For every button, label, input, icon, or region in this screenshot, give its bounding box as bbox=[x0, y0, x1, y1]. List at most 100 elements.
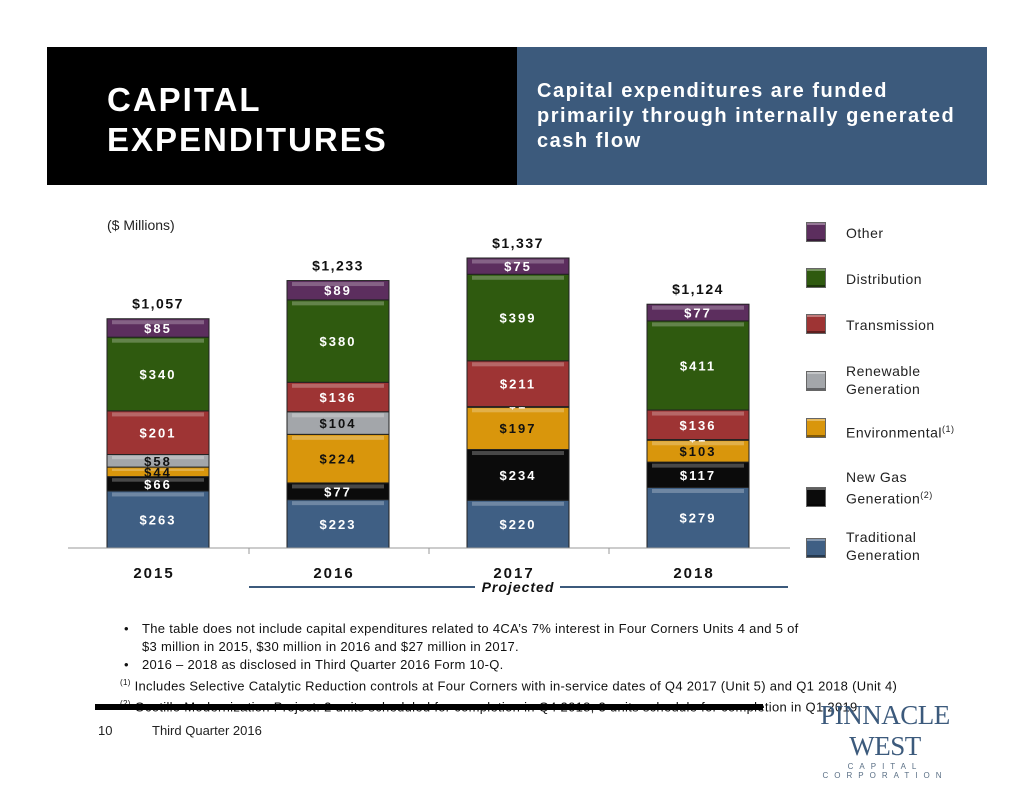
legend-item: Renewable Generation bbox=[806, 362, 1006, 408]
bar-segment-transmission bbox=[466, 360, 570, 408]
x-tick-label: 2018 bbox=[673, 565, 714, 582]
data-label: $340 bbox=[140, 367, 177, 382]
legend-item: Other bbox=[806, 222, 1006, 268]
data-label: $66 bbox=[144, 477, 172, 492]
bar-segment-transmission bbox=[646, 409, 750, 441]
bar-segment-highlight bbox=[292, 435, 384, 440]
page-number: 10 bbox=[98, 723, 113, 738]
bar-segment-highlight bbox=[292, 484, 384, 489]
bar-segment-distribution bbox=[286, 299, 390, 383]
data-label: $224 bbox=[320, 452, 357, 467]
bar-segment-highlight bbox=[112, 478, 204, 482]
x-tick-label: 2016 bbox=[313, 565, 354, 582]
footer-divider bbox=[95, 704, 763, 710]
bar-segment-distribution bbox=[106, 336, 210, 412]
units-label: ($ Millions) bbox=[107, 217, 175, 233]
total-label: $1,057 bbox=[132, 296, 184, 312]
page-subtitle: Capital expenditures are funded primaril… bbox=[537, 80, 956, 152]
total-label: $1,337 bbox=[492, 235, 544, 251]
bar-segment-highlight bbox=[652, 441, 744, 446]
data-label: $234 bbox=[500, 468, 537, 483]
bar-segment-highlight bbox=[472, 501, 564, 506]
bar-segment-highlight bbox=[112, 338, 204, 343]
bar-segment-highlight bbox=[292, 413, 384, 418]
footnotes: The table does not include capital expen… bbox=[120, 620, 899, 717]
data-label: $380 bbox=[320, 334, 357, 349]
bar-segment-highlight bbox=[112, 492, 204, 497]
bar-segment-highlight bbox=[112, 320, 204, 325]
bar-segment-other bbox=[646, 303, 750, 322]
data-label: $263 bbox=[140, 512, 177, 527]
footer-period: Third Quarter 2016 bbox=[152, 723, 262, 738]
page-title: CAPITAL EXPENDITURES bbox=[107, 81, 388, 158]
data-label: $211 bbox=[500, 377, 536, 392]
bar-segment-environmental bbox=[466, 406, 570, 451]
bar-segment-highlight bbox=[652, 322, 744, 327]
bar-segment-distribution bbox=[466, 273, 570, 362]
bar-segment-highlight bbox=[112, 412, 204, 417]
legend-label: Distribution bbox=[846, 271, 923, 287]
legend-swatch bbox=[806, 487, 826, 507]
data-label: $89 bbox=[324, 283, 352, 298]
total-label: $1,124 bbox=[672, 281, 724, 297]
bar-segment-other bbox=[286, 280, 390, 301]
data-label: $399 bbox=[500, 311, 537, 326]
data-label: $279 bbox=[680, 511, 717, 526]
total-label: $1,233 bbox=[312, 258, 364, 274]
logo-tagline: CAPITAL CORPORATION bbox=[822, 762, 948, 780]
legend-swatch bbox=[806, 314, 826, 334]
legend-swatch bbox=[806, 371, 826, 391]
data-label: $117 bbox=[680, 468, 716, 483]
data-label: $223 bbox=[320, 517, 357, 532]
legend-label: Transmission bbox=[846, 317, 935, 333]
bar-segment-environmental bbox=[286, 433, 390, 484]
legend-swatch bbox=[806, 538, 826, 558]
bar-segment-transmission bbox=[286, 381, 390, 413]
bar-segment-highlight bbox=[652, 411, 744, 416]
legend-footnote-mark: (2) bbox=[920, 490, 933, 500]
footnote-1: (1) Includes Selective Catalytic Reducti… bbox=[120, 674, 897, 695]
bar-segment-highlight bbox=[112, 468, 204, 471]
data-label: $77 bbox=[684, 306, 712, 321]
data-label: $44 bbox=[144, 465, 172, 480]
data-label: $103 bbox=[680, 444, 717, 459]
data-label: $104 bbox=[320, 416, 357, 431]
footnote-mark: (2) bbox=[120, 699, 131, 708]
bar-segment-highlight bbox=[472, 275, 564, 280]
x-tick-label: 2015 bbox=[133, 565, 174, 582]
data-label: $220 bbox=[500, 517, 537, 532]
projected-annotation: Projected bbox=[482, 579, 555, 595]
bar-segment-traditional-generation bbox=[286, 499, 390, 549]
bar-segment-highlight bbox=[292, 383, 384, 388]
bar-segment-highlight bbox=[292, 301, 384, 306]
note-text: The table does not include capital expen… bbox=[142, 621, 799, 636]
bar-segment-highlight bbox=[472, 451, 564, 456]
legend-item: Transmission bbox=[806, 314, 1006, 360]
stacked-bar-chart: $263 $66$44$58 $201 $340 $85 $1,057 2015 $223 $7… bbox=[68, 235, 790, 595]
legend-label: New Gas Generation(2) bbox=[846, 469, 933, 507]
x-tick-label: 2017 bbox=[493, 565, 534, 582]
legend-swatch bbox=[806, 268, 826, 288]
legend-item: Traditional Generation bbox=[806, 528, 1006, 574]
legend-label: Environmental(1) bbox=[846, 424, 955, 441]
legend-footnote-mark: (1) bbox=[942, 424, 955, 434]
legend-swatch bbox=[806, 222, 826, 242]
note-bullet-2: 2016 – 2018 as disclosed in Third Quarte… bbox=[122, 656, 899, 674]
subtitle-banner: Capital expenditures are funded primaril… bbox=[517, 47, 987, 185]
bar-segment-other bbox=[106, 318, 210, 338]
bar-segment-new-gas-generation bbox=[646, 461, 750, 488]
note-bullet-1: The table does not include capital expen… bbox=[122, 620, 899, 656]
data-label: $136 bbox=[680, 418, 717, 433]
bar-segment-highlight bbox=[472, 259, 564, 264]
data-label: $197 bbox=[500, 421, 537, 436]
data-label: $411 bbox=[680, 358, 716, 373]
legend-swatch bbox=[806, 418, 826, 438]
bar-segment-highlight bbox=[292, 501, 384, 506]
data-label: $85 bbox=[144, 321, 172, 336]
note-text: $3 million in 2015, $30 million in 2016 … bbox=[142, 639, 519, 654]
data-label: $77 bbox=[324, 484, 352, 499]
legend-label: Other bbox=[846, 225, 884, 241]
bar-segment-highlight bbox=[652, 463, 744, 468]
legend-label: Traditional Generation bbox=[846, 529, 921, 563]
